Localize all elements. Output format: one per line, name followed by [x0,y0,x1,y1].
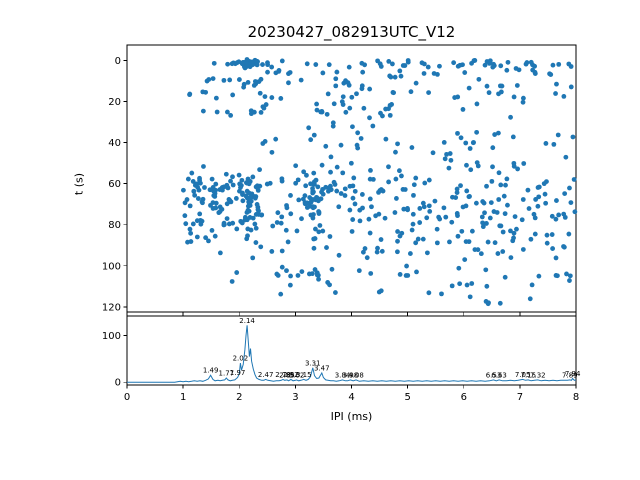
svg-text:20: 20 [108,97,121,108]
axis-tick-labels: 0 20 40 60 80 100 120 0 100 0 1 2 3 4 5 6 7 8 [102,56,579,403]
svg-text:3: 3 [292,392,298,403]
peak-annotations: 1.49 1.771.97 2.02 2.14 2.47 2.782.852.923.02… [203,317,581,380]
svg-text:2.85: 2.85 [279,371,295,379]
svg-text:6: 6 [461,392,467,403]
svg-text:3.15: 3.15 [296,371,312,379]
svg-text:7.05: 7.05 [515,371,531,379]
svg-text:1.77: 1.77 [219,370,235,378]
svg-text:7.32: 7.32 [530,371,546,379]
figure-title: 20230427_082913UTC_V12 [247,23,456,41]
svg-text:8: 8 [573,392,579,403]
axis-ticks [123,59,577,389]
svg-text:2: 2 [236,392,242,403]
svg-text:4.08: 4.08 [348,371,364,379]
svg-text:3.98: 3.98 [343,371,359,379]
svg-text:2.14: 2.14 [239,317,255,325]
svg-text:1.49: 1.49 [203,367,219,375]
svg-text:3.84: 3.84 [335,371,351,379]
x-axis-label-ipi: IPI (ms) [330,410,373,423]
svg-text:7.89: 7.89 [562,371,578,379]
svg-text:3.47: 3.47 [314,364,330,372]
svg-text:60: 60 [108,179,121,190]
svg-text:120: 120 [102,302,121,313]
svg-text:1: 1 [180,392,186,403]
svg-text:80: 80 [108,220,121,231]
svg-text:0: 0 [115,56,121,67]
svg-text:6.53: 6.53 [486,371,502,379]
svg-text:2.02: 2.02 [233,355,249,363]
svg-text:3.02: 3.02 [289,371,305,379]
svg-text:2.78: 2.78 [275,371,291,379]
svg-text:7.15: 7.15 [520,371,536,379]
svg-text:4: 4 [348,392,354,403]
svg-text:2.47: 2.47 [258,371,274,379]
svg-text:100: 100 [102,331,121,342]
svg-text:0: 0 [124,392,130,403]
histogram-line [127,325,577,383]
svg-text:1.97: 1.97 [230,369,246,377]
scatter-points [181,57,578,307]
svg-text:7: 7 [517,392,523,403]
svg-text:6.63: 6.63 [491,371,507,379]
svg-text:40: 40 [108,138,121,149]
svg-text:2.92: 2.92 [283,371,299,379]
svg-text:100: 100 [102,261,121,272]
svg-text:7.94: 7.94 [565,370,581,378]
svg-text:3.31: 3.31 [305,359,321,367]
svg-text:0: 0 [115,378,121,389]
svg-text:5: 5 [404,392,410,403]
